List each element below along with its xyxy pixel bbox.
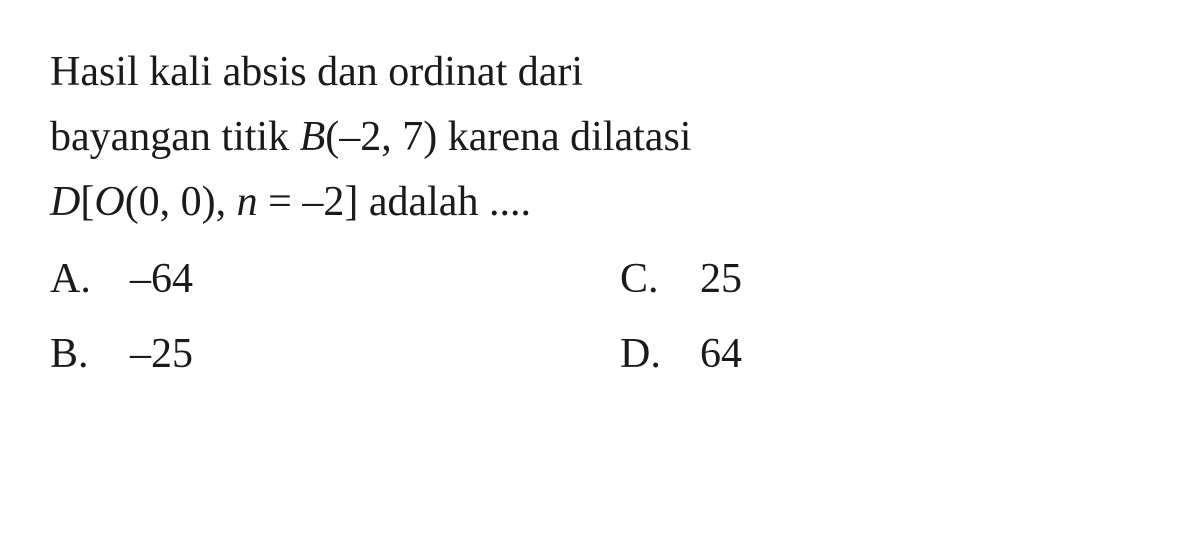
variable-b: B (300, 114, 326, 160)
option-letter: A. (50, 247, 130, 312)
option-value: 25 (700, 247, 742, 312)
question-line-1: Hasil kali absis dan ordinat dari (50, 40, 1143, 105)
options-grid: A. –64 C. 25 B. –25 D. 64 (50, 247, 930, 387)
option-d: D. 64 (620, 322, 930, 387)
question-line-3: D[O(0, 0), n = –2] adalah .... (50, 170, 1143, 235)
variable-n: n (237, 179, 258, 225)
text-segment: (–2, 7) karena dilatasi (325, 114, 691, 160)
option-letter: B. (50, 322, 130, 387)
option-b: B. –25 (50, 322, 360, 387)
question-block: Hasil kali absis dan ordinat dari bayang… (50, 40, 1143, 387)
text-segment: [ (80, 179, 94, 225)
option-c: C. 25 (620, 247, 930, 312)
option-value: –64 (130, 247, 193, 312)
text-segment: (0, 0), (125, 179, 237, 225)
variable-d: D (50, 179, 80, 225)
question-text: Hasil kali absis dan ordinat dari bayang… (50, 40, 1143, 235)
text-segment: bayangan titik (50, 114, 300, 160)
text-segment: = –2] adalah .... (258, 179, 531, 225)
option-a: A. –64 (50, 247, 360, 312)
option-letter: C. (620, 247, 700, 312)
question-line-2: bayangan titik B(–2, 7) karena dilatasi (50, 105, 1143, 170)
option-value: –25 (130, 322, 193, 387)
option-value: 64 (700, 322, 742, 387)
variable-o: O (94, 179, 124, 225)
option-letter: D. (620, 322, 700, 387)
